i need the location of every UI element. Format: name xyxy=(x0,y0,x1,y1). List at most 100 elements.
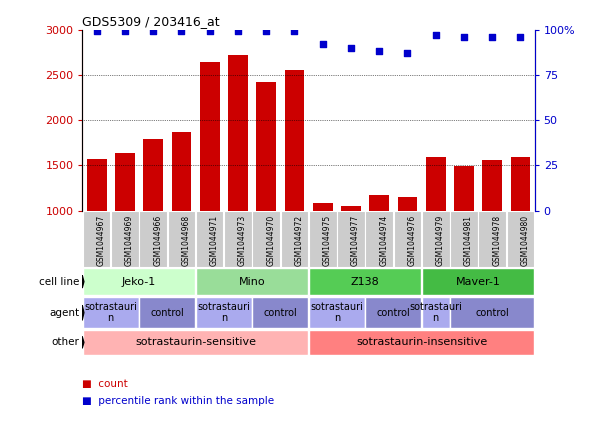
Bar xyxy=(111,211,139,267)
Bar xyxy=(172,132,191,301)
Bar xyxy=(200,62,219,301)
Bar xyxy=(426,157,445,301)
Text: GSM1044969: GSM1044969 xyxy=(125,215,134,266)
Text: control: control xyxy=(150,308,184,318)
Text: agent: agent xyxy=(49,308,79,318)
Point xyxy=(318,41,327,47)
Text: GSM1044970: GSM1044970 xyxy=(266,215,275,266)
Bar xyxy=(313,203,332,301)
Bar xyxy=(82,330,309,354)
Bar xyxy=(478,211,506,267)
Bar xyxy=(139,297,196,329)
Bar xyxy=(309,268,422,295)
Bar xyxy=(309,330,535,354)
Text: GSM1044976: GSM1044976 xyxy=(408,215,417,266)
Bar xyxy=(337,211,365,267)
Bar xyxy=(115,153,135,301)
Bar xyxy=(139,211,167,267)
Bar xyxy=(167,211,196,267)
Bar xyxy=(511,157,530,301)
Point xyxy=(92,28,101,35)
Bar xyxy=(196,268,309,295)
Bar xyxy=(252,297,309,329)
Text: GSM1044967: GSM1044967 xyxy=(97,215,106,266)
Bar xyxy=(365,211,393,267)
Bar xyxy=(422,211,450,267)
Point xyxy=(177,28,186,35)
Bar xyxy=(196,211,224,267)
Point xyxy=(459,33,469,40)
Text: Jeko-1: Jeko-1 xyxy=(122,277,156,287)
Point xyxy=(262,28,271,35)
Text: GSM1044973: GSM1044973 xyxy=(238,215,247,266)
Point xyxy=(431,32,441,38)
Bar xyxy=(369,195,389,301)
Bar xyxy=(143,139,163,301)
Text: GSM1044977: GSM1044977 xyxy=(351,215,360,266)
Point xyxy=(346,44,356,51)
Text: GSM1044966: GSM1044966 xyxy=(153,215,162,266)
Text: sotrastauri
n: sotrastauri n xyxy=(409,302,462,324)
Point xyxy=(403,50,412,57)
Point xyxy=(516,33,525,40)
Text: Maver-1: Maver-1 xyxy=(456,277,500,287)
Text: sotrastauri
n: sotrastauri n xyxy=(84,302,137,324)
Bar xyxy=(280,211,309,267)
Text: sotrastaurin-sensitive: sotrastaurin-sensitive xyxy=(135,338,256,347)
Bar xyxy=(285,70,304,301)
Point xyxy=(290,28,299,35)
Text: Z138: Z138 xyxy=(351,277,379,287)
Text: GSM1044978: GSM1044978 xyxy=(492,215,501,266)
Text: GSM1044972: GSM1044972 xyxy=(295,215,304,266)
Bar xyxy=(450,211,478,267)
Text: ■  count: ■ count xyxy=(82,379,128,389)
Bar xyxy=(450,297,535,329)
Point xyxy=(120,28,130,35)
Point xyxy=(233,28,243,35)
Bar xyxy=(422,268,535,295)
Text: GSM1044980: GSM1044980 xyxy=(521,215,530,266)
Bar xyxy=(228,55,248,301)
Bar xyxy=(507,211,535,267)
Bar xyxy=(422,297,450,329)
Bar xyxy=(196,297,252,329)
Bar xyxy=(341,206,361,301)
Bar xyxy=(365,297,422,329)
Text: GSM1044975: GSM1044975 xyxy=(323,215,332,266)
Bar xyxy=(393,211,422,267)
Text: control: control xyxy=(376,308,410,318)
Bar xyxy=(309,211,337,267)
Bar xyxy=(87,159,106,301)
Bar xyxy=(82,211,111,267)
Bar xyxy=(309,297,365,329)
Text: GSM1044971: GSM1044971 xyxy=(210,215,219,266)
Text: GSM1044979: GSM1044979 xyxy=(436,215,445,266)
Bar xyxy=(398,197,417,301)
Bar xyxy=(82,297,139,329)
Text: control: control xyxy=(263,308,297,318)
Text: cell line: cell line xyxy=(39,277,79,287)
Text: GSM1044981: GSM1044981 xyxy=(464,215,473,266)
FancyArrow shape xyxy=(82,275,84,288)
Text: Mino: Mino xyxy=(239,277,265,287)
Text: GDS5309 / 203416_at: GDS5309 / 203416_at xyxy=(82,16,220,28)
Text: GSM1044968: GSM1044968 xyxy=(181,215,191,266)
Text: ■  percentile rank within the sample: ■ percentile rank within the sample xyxy=(82,396,274,406)
Text: sotrastaurin-insensitive: sotrastaurin-insensitive xyxy=(356,338,487,347)
Text: sotrastauri
n: sotrastauri n xyxy=(197,302,251,324)
Bar xyxy=(224,211,252,267)
Bar xyxy=(454,166,474,301)
Point xyxy=(375,48,384,55)
FancyArrow shape xyxy=(82,337,84,348)
Text: control: control xyxy=(475,308,509,318)
Bar xyxy=(252,211,280,267)
FancyArrow shape xyxy=(82,305,84,320)
Bar xyxy=(482,160,502,301)
Bar xyxy=(256,82,276,301)
Text: GSM1044974: GSM1044974 xyxy=(379,215,388,266)
Point xyxy=(488,33,497,40)
Point xyxy=(205,28,214,35)
Text: sotrastauri
n: sotrastauri n xyxy=(310,302,364,324)
Text: other: other xyxy=(52,338,79,347)
Point xyxy=(148,28,158,35)
